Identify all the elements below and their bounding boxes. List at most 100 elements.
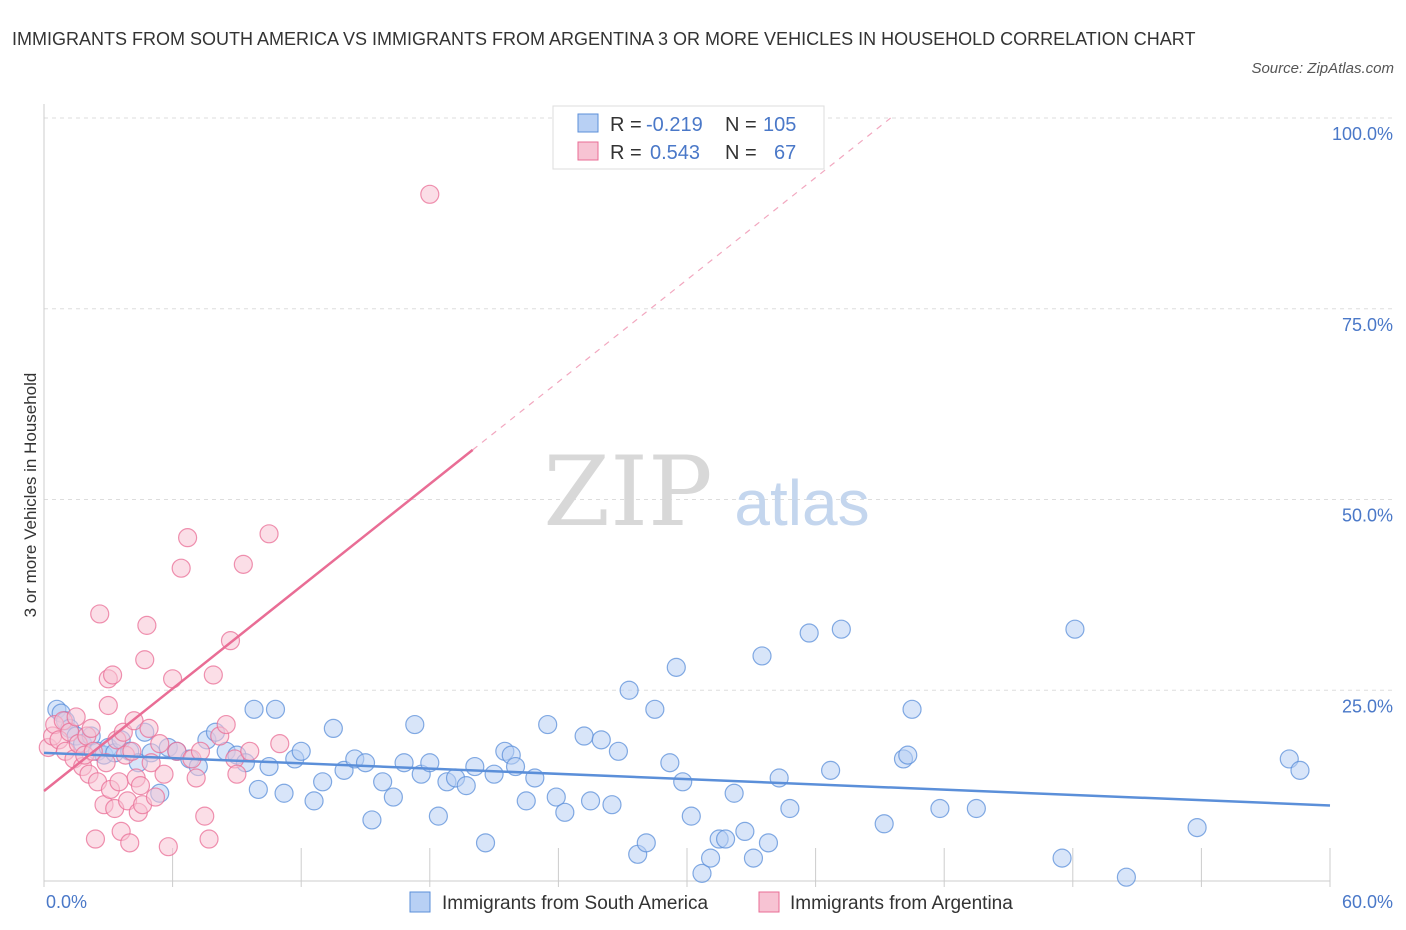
y-tick-label: 75.0% — [1342, 315, 1393, 335]
data-point — [673, 772, 693, 792]
data-point — [274, 783, 294, 803]
legend: Immigrants from South America Immigrants… — [409, 891, 1013, 914]
data-point — [216, 714, 236, 735]
data-point — [199, 829, 219, 849]
data-point — [700, 848, 721, 868]
data-point — [178, 528, 198, 548]
data-point — [821, 760, 841, 780]
data-point — [150, 734, 170, 754]
data-point — [475, 833, 496, 853]
stats-n-label-pink: N = — [725, 142, 757, 164]
data-point — [591, 730, 611, 750]
data-point — [304, 791, 324, 811]
data-point — [666, 657, 686, 677]
legend-swatch-argentina — [758, 891, 780, 913]
data-point — [355, 753, 376, 773]
trend-line — [43, 751, 1331, 807]
data-point — [186, 768, 206, 788]
data-point — [758, 833, 779, 853]
stats-box: R = -0.219 N = 105 R = 0.543 N = 67 — [552, 105, 825, 170]
data-point — [96, 753, 116, 773]
y-tick-labels: 25.0% 50.0% 75.0% 100.0% — [1332, 124, 1393, 716]
data-point — [645, 699, 665, 719]
data-point — [1052, 848, 1072, 868]
data-point — [109, 772, 129, 792]
data-point — [580, 791, 601, 811]
watermark-atlas: atlas — [734, 467, 869, 539]
data-point — [270, 734, 290, 754]
data-point — [799, 623, 819, 643]
data-point — [139, 718, 159, 739]
stats-n-label-blue: N = — [725, 114, 757, 136]
data-point — [1065, 619, 1085, 639]
data-point — [898, 745, 918, 765]
data-point — [240, 741, 260, 761]
data-point — [831, 619, 851, 639]
y-tick-label: 25.0% — [1342, 696, 1393, 716]
data-point — [102, 665, 123, 685]
x-tick-labels: 0.0% 60.0% — [46, 892, 1393, 912]
data-point — [66, 707, 86, 727]
data-point — [171, 558, 191, 578]
data-point — [456, 776, 476, 796]
data-point — [158, 837, 178, 857]
trend-lines — [43, 117, 1331, 807]
data-point — [636, 833, 656, 853]
data-point — [752, 646, 772, 666]
data-point — [98, 695, 118, 716]
data-point — [405, 714, 425, 735]
data-point — [233, 554, 253, 574]
data-point — [546, 787, 566, 807]
data-point — [291, 741, 311, 761]
data-point — [902, 699, 922, 719]
data-point — [428, 806, 448, 826]
data-point — [265, 699, 286, 719]
data-point — [516, 791, 536, 811]
data-point — [692, 863, 712, 883]
data-point — [259, 524, 279, 544]
y-tick-label: 50.0% — [1342, 506, 1393, 526]
data-point — [715, 829, 736, 849]
stats-r-value-pink: 0.543 — [650, 142, 700, 164]
legend-label-south-america: Immigrants from South America — [442, 893, 709, 914]
data-point — [323, 718, 343, 739]
stats-r-value-blue: -0.219 — [646, 114, 703, 136]
data-point — [465, 756, 485, 777]
axes — [43, 104, 1331, 887]
data-point — [130, 776, 151, 796]
x-tick-label: 60.0% — [1342, 892, 1393, 912]
stats-r-label-blue: R = — [610, 114, 642, 136]
data-point — [724, 783, 744, 803]
data-point — [154, 764, 174, 784]
data-point — [203, 665, 223, 685]
trend-line-extrapolated — [472, 117, 891, 451]
data-point — [555, 802, 575, 822]
data-point — [248, 779, 268, 800]
data-point — [608, 741, 629, 761]
data-point — [874, 814, 894, 834]
data-point — [1290, 760, 1310, 780]
stats-n-value-pink: 67 — [774, 142, 796, 164]
data-point — [574, 726, 594, 746]
data-point — [484, 764, 504, 784]
data-point — [227, 764, 247, 784]
data-point — [602, 795, 622, 815]
y-tick-label: 100.0% — [1332, 124, 1393, 144]
data-point — [383, 787, 403, 807]
data-point — [137, 615, 157, 635]
chart-title: IMMIGRANTS FROM SOUTH AMERICA VS IMMIGRA… — [12, 29, 1196, 49]
trend-line — [43, 448, 474, 792]
data-point — [373, 772, 393, 792]
data-point — [660, 753, 680, 773]
data-point — [81, 718, 101, 739]
data-point — [195, 806, 215, 826]
data-point — [362, 810, 382, 830]
data-point — [1116, 867, 1136, 887]
data-point — [619, 680, 639, 700]
data-point — [743, 848, 764, 868]
data-point — [120, 833, 140, 853]
y-axis-label: 3 or more Vehicles in Household — [21, 373, 40, 618]
data-point — [90, 604, 110, 624]
data-point — [190, 741, 211, 761]
